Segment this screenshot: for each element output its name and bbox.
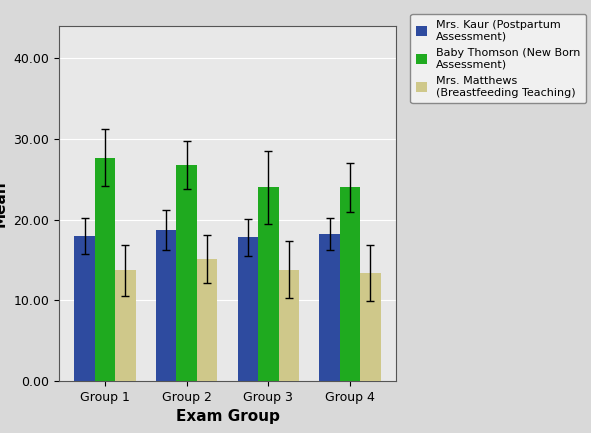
Bar bbox=[258, 187, 278, 381]
Legend: Mrs. Kaur (Postpartum
Assessment), Baby Thomson (New Born
Assessment), Mrs. Matt: Mrs. Kaur (Postpartum Assessment), Baby … bbox=[410, 14, 586, 103]
Y-axis label: Mean: Mean bbox=[0, 180, 8, 227]
Bar bbox=[197, 259, 217, 381]
Bar bbox=[278, 270, 299, 381]
Bar bbox=[319, 234, 340, 381]
Bar bbox=[156, 230, 177, 381]
Bar bbox=[361, 273, 381, 381]
Bar bbox=[238, 237, 258, 381]
Bar bbox=[115, 271, 136, 381]
X-axis label: Exam Group: Exam Group bbox=[176, 409, 280, 424]
Bar bbox=[95, 158, 115, 381]
Bar bbox=[74, 236, 95, 381]
Bar bbox=[177, 165, 197, 381]
Bar bbox=[340, 187, 361, 381]
